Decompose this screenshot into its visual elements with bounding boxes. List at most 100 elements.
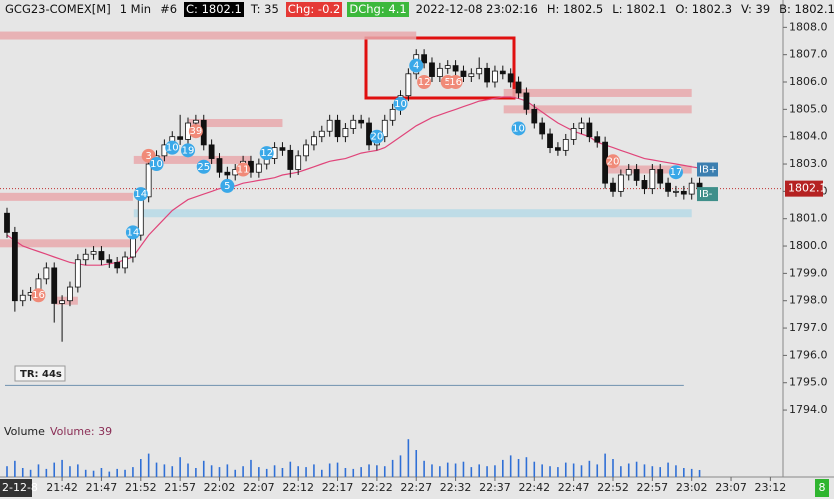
candle-body [224,171,231,176]
candle-body [657,169,664,184]
candle-body [67,286,73,302]
signal-label: 10 [166,143,179,154]
candle-body [51,267,58,304]
y-tick-label: 1794.0 [789,403,828,416]
candle-body [279,147,286,151]
signal-marker [448,75,463,90]
volume-title: Volume [4,425,45,438]
candle-body [287,149,294,170]
candle-body [680,190,687,195]
candle-body [43,267,50,280]
header-item: V: 39 [741,2,771,16]
candle-body [468,73,475,77]
signal-marker [149,157,164,172]
candle-body [523,92,530,110]
signal-marker [369,129,384,144]
signal-marker [668,165,683,180]
header-item: Chg: -0.2 [285,2,343,17]
candle-body [122,256,128,269]
candle-body [610,182,616,192]
signal-marker [196,159,211,174]
y-tick-label: 1796.0 [789,348,828,361]
zone [188,119,283,128]
signal-label: 16 [32,290,45,301]
signal-marker [31,288,46,303]
date-label-bg [0,479,32,497]
candle-body [358,119,365,124]
x-tick-label: 23:02 [676,481,708,494]
zone [0,31,417,40]
y-tick-label: 1805.0 [789,102,828,115]
signal-label: 10 [394,99,407,110]
signal-label: 12 [418,77,431,88]
candle-body [90,251,97,255]
candle-body [539,122,546,135]
candle-body [633,169,640,181]
x-tick-label: 21:57 [164,481,196,494]
x-tick-label: 22:02 [204,481,236,494]
corner-badge-bg [815,479,829,497]
signal-marker [181,143,196,158]
signal-marker [409,58,424,73]
signal-label: 14 [127,227,140,238]
x-tick-label: 21:42 [46,481,78,494]
candle-body [617,174,624,192]
candle-body [641,180,648,190]
signal-marker [133,187,148,202]
candle-body [421,54,428,64]
x-tick-label: 23:07 [715,481,747,494]
candle-body [303,144,309,157]
x-tick-label: 22:57 [636,481,668,494]
candle-body [436,67,443,77]
zone [605,165,692,174]
signal-label: 20 [607,156,620,167]
signal-marker [511,121,526,136]
candle-body [11,231,18,302]
candle-body [405,73,412,97]
y-tick-label: 1807.0 [789,48,828,61]
signal-marker [188,124,203,139]
signal-label: 25 [197,162,210,173]
zone [503,88,692,97]
candle-body [570,128,577,140]
signal-marker [605,154,620,169]
x-tick-label: 22:27 [400,481,432,494]
candle-body [555,147,561,151]
signal-label: 4 [413,61,419,72]
ib-low-tag [697,187,718,202]
zone [133,209,692,218]
header-item: O: 1802.3 [675,2,733,16]
header-item: 2022-12-08 23:02:16 [415,2,538,16]
candle-body [492,70,498,83]
x-tick-label: 22:42 [518,481,550,494]
signal-label: 5 [445,77,451,88]
signal-label: 12 [260,148,273,159]
y-tick-label: 1803.0 [789,157,828,170]
header-item: DChg: 4.1 [347,2,409,17]
header-item: T: 35 [250,2,279,16]
ib-low-label: IB- [699,189,713,200]
candle-body [452,65,459,72]
candle-body [106,259,113,263]
signal-label: 39 [190,126,203,137]
x-tick-label: 22:12 [282,481,314,494]
ib-high-label: IB+ [699,164,717,175]
volume-label: Volume: 39 [50,425,112,438]
candle-body [688,182,695,195]
signal-marker [220,178,235,193]
candle-body [429,62,435,77]
candle-body [177,136,184,140]
signal-marker [393,96,408,111]
candle-body [59,300,65,304]
candle-body [389,108,396,121]
tr-box [14,365,66,382]
x-tick-label: 21:52 [125,481,157,494]
candle-body [578,122,585,129]
signal-label: 17 [670,167,683,178]
candle-body [586,122,593,138]
candle-body [98,251,105,261]
x-tick-label: 21:47 [86,481,118,494]
header-item: H: 1802.5 [546,2,604,16]
x-tick-label: 22:22 [361,481,393,494]
